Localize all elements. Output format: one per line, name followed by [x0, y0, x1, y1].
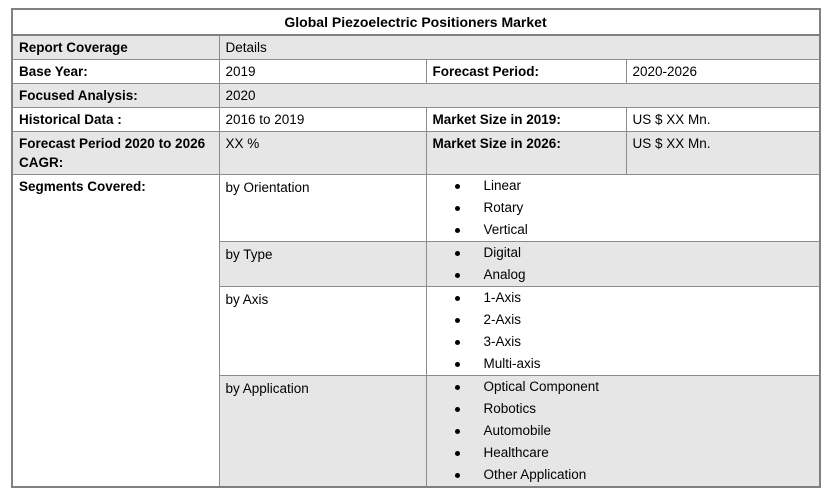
historical-data-value: 2016 to 2019 [218, 107, 427, 132]
bullet-item: 1-Axis [427, 288, 819, 310]
cagr-value: XX % [218, 131, 427, 175]
row-segment-application: by Application Optical Component Robotic… [12, 375, 821, 488]
report-table-container: Global Piezoelectric Positioners Market … [11, 8, 822, 488]
bullet-icon [454, 340, 460, 345]
bullet-icon [454, 184, 460, 189]
report-coverage-value: Details [218, 34, 821, 60]
bullet-item: Optical Component [427, 376, 819, 398]
segment-name-type: by Type [218, 241, 427, 287]
market-size-2019-value: US $ XX Mn. [625, 107, 821, 132]
segment-option: Digital [483, 245, 522, 260]
segments-covered-label: Segments Covered: [11, 174, 220, 488]
bullet-item: Linear [427, 176, 819, 198]
market-size-2019-label: Market Size in 2019: [425, 107, 627, 132]
historical-data-label: Historical Data : [11, 107, 220, 132]
bullet-item: Healthcare [427, 442, 819, 464]
bullet-icon [454, 228, 460, 233]
page-title: Global Piezoelectric Positioners Market [11, 8, 821, 36]
segment-options-axis: 1-Axis 2-Axis 3-Axis Multi-axis [425, 286, 821, 376]
bullet-item: Rotary [427, 197, 819, 219]
bullet-item: Automobile [427, 420, 819, 442]
base-year-label: Base Year: [11, 59, 220, 84]
segment-option: Rotary [483, 200, 524, 215]
segment-options-application: Optical Component Robotics Automobile He… [425, 375, 821, 488]
bullet-icon [454, 206, 460, 211]
segment-option: Robotics [483, 401, 537, 416]
row-base-year: Base Year: 2019 Forecast Period: 2020-20… [11, 59, 821, 84]
market-size-2026-value: US $ XX Mn. [625, 131, 821, 175]
segment-option: 1-Axis [483, 290, 522, 305]
bullet-icon [454, 407, 460, 412]
bullet-icon [454, 385, 460, 390]
segment-options-type: Digital Analog [425, 241, 821, 287]
bullet-item: Analog [427, 264, 819, 286]
bullet-icon [454, 273, 460, 278]
report-coverage-label: Report Coverage [11, 34, 220, 60]
segment-option: Automobile [483, 423, 552, 438]
segment-option: 2-Axis [483, 312, 522, 327]
market-report-table: Global Piezoelectric Positioners Market … [11, 8, 822, 488]
segment-name-orientation: by Orientation [218, 174, 427, 242]
segment-option: 3-Axis [483, 334, 522, 349]
bullet-icon [454, 318, 460, 323]
title-row: Global Piezoelectric Positioners Market [11, 8, 821, 36]
segment-options-orientation: Linear Rotary Vertical [425, 174, 821, 242]
bullet-icon [454, 362, 460, 367]
row-historical-data: Historical Data : 2016 to 2019 Market Si… [11, 107, 821, 132]
segment-option: Vertical [483, 222, 528, 237]
base-year-value: 2019 [218, 59, 427, 84]
bullet-item: Digital [427, 243, 819, 265]
focused-analysis-value: 2020 [218, 83, 821, 108]
bullet-item: Robotics [427, 398, 819, 420]
bullet-item: Other Application [427, 464, 819, 486]
row-focused-analysis: Focused Analysis: 2020 [11, 83, 821, 108]
row-segment-axis: by Axis 1-Axis 2-Axis 3-Axis Multi-axis [12, 286, 821, 376]
bullet-icon [454, 251, 460, 256]
row-segment-type: by Type Digital Analog [12, 241, 821, 287]
forecast-period-label: Forecast Period: [425, 59, 627, 84]
segment-option: Multi-axis [483, 356, 541, 371]
bullet-item: Vertical [427, 219, 819, 241]
bullet-icon [454, 296, 460, 301]
segment-option: Linear [483, 178, 522, 193]
segment-name-application: by Application [218, 375, 427, 488]
row-report-coverage: Report Coverage Details [11, 34, 821, 60]
bullet-icon [454, 473, 460, 478]
row-cagr: Forecast Period 2020 to 2026 CAGR: XX % … [11, 131, 821, 175]
forecast-period-value: 2020-2026 [625, 59, 821, 84]
row-segment-orientation: Segments Covered: by Orientation Linear … [11, 174, 821, 488]
bullet-item: 2-Axis [427, 309, 819, 331]
segment-option: Analog [483, 267, 526, 282]
segment-option: Healthcare [483, 445, 549, 460]
segment-name-axis: by Axis [218, 286, 427, 376]
segment-option: Optical Component [483, 379, 600, 394]
bullet-icon [454, 429, 460, 434]
segment-option: Other Application [483, 467, 587, 482]
bullet-icon [454, 451, 460, 456]
market-size-2026-label: Market Size in 2026: [425, 131, 627, 175]
bullet-item: Multi-axis [427, 353, 819, 375]
bullet-item: 3-Axis [427, 331, 819, 353]
cagr-label: Forecast Period 2020 to 2026 CAGR: [11, 131, 220, 175]
focused-analysis-label: Focused Analysis: [11, 83, 220, 108]
